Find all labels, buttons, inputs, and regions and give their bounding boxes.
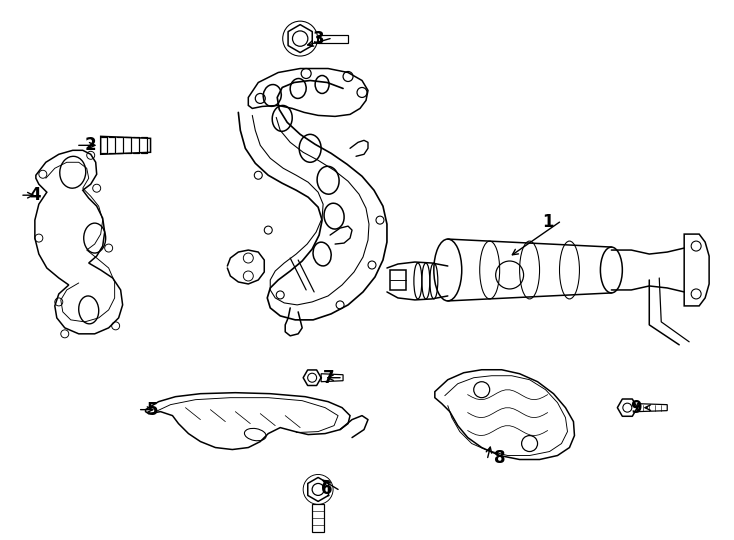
Text: 8: 8 <box>494 449 505 467</box>
Text: 5: 5 <box>147 401 158 418</box>
Text: 1: 1 <box>542 213 553 231</box>
Text: 6: 6 <box>321 481 332 498</box>
Polygon shape <box>248 69 368 117</box>
Text: 9: 9 <box>630 399 642 417</box>
Text: 3: 3 <box>313 30 324 48</box>
Text: 2: 2 <box>84 136 96 154</box>
Text: 7: 7 <box>322 369 334 387</box>
Text: 4: 4 <box>29 186 40 204</box>
